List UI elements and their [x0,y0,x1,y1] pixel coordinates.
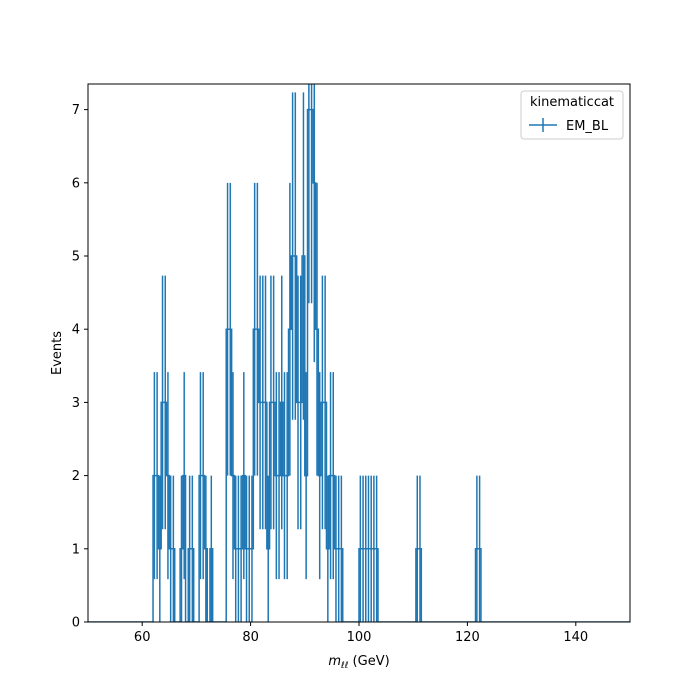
x-tick-label: 100 [347,630,372,645]
x-tick-label: 140 [563,630,588,645]
x-tick-label: 60 [134,630,151,645]
legend-box [520,90,624,140]
x-tick-label: 80 [242,630,259,645]
x-axis-label-subscript: ℓℓ [340,661,348,671]
y-tick-label: 2 [72,469,80,484]
series-group [88,84,630,622]
x-axis-label-symbol: m [328,654,341,669]
y-tick-label: 7 [72,103,80,118]
y-tick-label: 0 [72,616,80,631]
y-tick-label: 3 [72,396,80,411]
x-axis-label: mℓℓ (GeV) [328,654,389,671]
y-axis-label: Events [50,331,65,375]
plot-area [88,84,630,622]
y-tick-label: 6 [72,176,80,191]
x-axis-label-unit: (GeV) [348,654,389,669]
y-tick-label: 4 [72,323,80,338]
x-tick-label: 120 [455,630,480,645]
legend-title: kinematiccat [530,95,614,110]
legend-series-label: EM_BL [566,119,609,134]
axes: 60 80 100 120 140 0 1 2 3 4 5 6 7 [72,83,631,645]
legend: kinematiccat EM_BL [520,90,624,140]
y-tick-label: 1 [72,542,80,557]
y-tick-label: 5 [72,250,80,265]
